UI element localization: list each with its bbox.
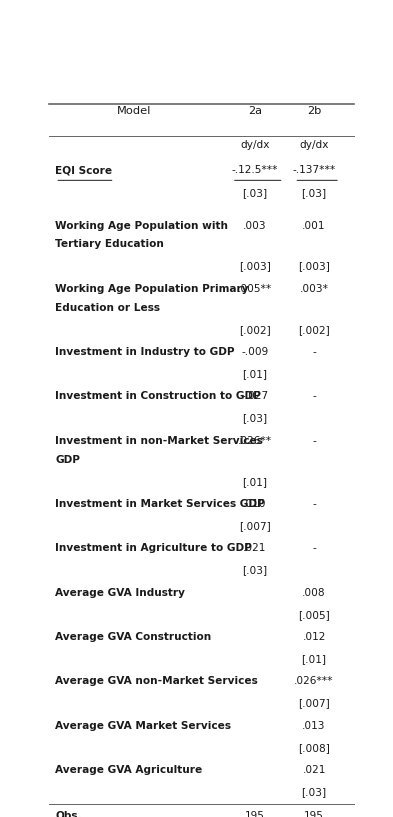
Text: -: -	[312, 435, 316, 446]
Text: EQI Score: EQI Score	[55, 165, 112, 175]
Text: Education or Less: Education or Less	[55, 302, 160, 313]
Text: Tertiary Education: Tertiary Education	[55, 239, 164, 249]
Text: [.002]: [.002]	[239, 324, 271, 335]
Text: .003*: .003*	[299, 283, 329, 294]
Text: -.027: -.027	[241, 391, 268, 401]
Text: Investment in Construction to GDP: Investment in Construction to GDP	[55, 391, 261, 401]
Text: [.03]: [.03]	[301, 787, 327, 797]
Text: .021: .021	[243, 543, 266, 553]
Text: Investment in non-Market Services: Investment in non-Market Services	[55, 435, 263, 446]
Text: -: -	[312, 543, 316, 553]
Text: .026**: .026**	[238, 435, 272, 446]
Text: Model: Model	[117, 106, 152, 116]
Text: [.03]: [.03]	[242, 413, 267, 423]
Text: .003: .003	[243, 221, 266, 230]
Text: [.01]: [.01]	[301, 654, 327, 664]
Text: [.03]: [.03]	[301, 188, 327, 198]
Text: [.003]: [.003]	[239, 261, 271, 271]
Text: Average GVA Industry: Average GVA Industry	[55, 587, 185, 598]
Text: [.002]: [.002]	[298, 324, 330, 335]
Text: [.007]: [.007]	[239, 521, 271, 531]
Text: .021: .021	[303, 765, 326, 775]
Text: [.007]: [.007]	[298, 699, 330, 708]
Text: dy/dx: dy/dx	[299, 140, 329, 150]
Text: [.003]: [.003]	[298, 261, 330, 271]
Text: Average GVA Market Services: Average GVA Market Services	[55, 721, 231, 730]
Text: Average GVA Agriculture: Average GVA Agriculture	[55, 765, 202, 775]
Text: .010: .010	[243, 499, 266, 509]
Text: .008: .008	[302, 587, 326, 598]
Text: -: -	[312, 499, 316, 509]
Text: [.005]: [.005]	[298, 609, 330, 619]
Text: [.008]: [.008]	[298, 743, 330, 752]
Text: .026***: .026***	[294, 676, 334, 686]
Text: -.137***: -.137***	[292, 165, 336, 175]
Text: Investment in Market Services GDP: Investment in Market Services GDP	[55, 499, 265, 509]
Text: -: -	[312, 391, 316, 401]
Text: .005**: .005**	[238, 283, 272, 294]
Text: -.009: -.009	[241, 347, 268, 357]
Text: -: -	[312, 347, 316, 357]
Text: [.01]: [.01]	[242, 476, 267, 487]
Text: Investment in Industry to GDP: Investment in Industry to GDP	[55, 347, 235, 357]
Text: 195: 195	[304, 810, 324, 817]
Text: .013: .013	[302, 721, 326, 730]
Text: Working Age Population Primary: Working Age Population Primary	[55, 283, 249, 294]
Text: .001: .001	[302, 221, 326, 230]
Text: Average GVA Construction: Average GVA Construction	[55, 632, 211, 642]
Text: -.12.5***: -.12.5***	[231, 165, 278, 175]
Text: 2b: 2b	[307, 106, 321, 116]
Text: Investment in Agriculture to GDP: Investment in Agriculture to GDP	[55, 543, 252, 553]
Text: GDP: GDP	[55, 454, 80, 465]
Text: [.03]: [.03]	[242, 188, 267, 198]
Text: .012: .012	[303, 632, 326, 642]
Text: 2a: 2a	[248, 106, 262, 116]
Text: [.03]: [.03]	[242, 565, 267, 575]
Text: Working Age Population with: Working Age Population with	[55, 221, 228, 230]
Text: Average GVA non-Market Services: Average GVA non-Market Services	[55, 676, 258, 686]
Text: [.01]: [.01]	[242, 369, 267, 379]
Text: dy/dx: dy/dx	[240, 140, 270, 150]
Text: 195: 195	[245, 810, 264, 817]
Text: Obs.: Obs.	[55, 810, 82, 817]
